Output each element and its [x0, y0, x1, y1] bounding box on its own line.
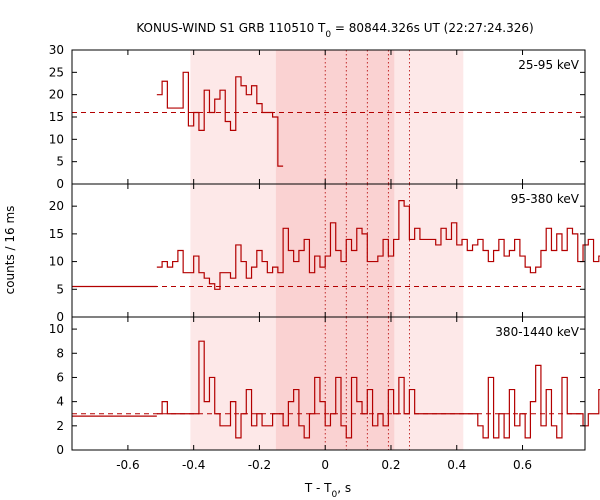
- energy-band-label-panel-2: 95-380 keV: [511, 192, 580, 206]
- x-tick-label: -0.4: [182, 458, 205, 472]
- x-tick-label: 0.2: [381, 458, 400, 472]
- x-tick-label: 0: [321, 458, 329, 472]
- shaded-region-dark-panel-3: [275, 317, 395, 450]
- y-tick-label: 15: [49, 227, 64, 241]
- y-tick-label: 15: [49, 110, 64, 124]
- y-tick-label: 5: [56, 282, 64, 296]
- y-tick-label: 4: [56, 395, 64, 409]
- y-tick-label: 6: [56, 370, 64, 384]
- x-tick-label: -0.2: [248, 458, 271, 472]
- y-tick-label: 8: [56, 346, 64, 360]
- chart-title: KONUS-WIND S1 GRB 110510 T0 = 80844.326s…: [136, 21, 533, 40]
- y-tick-label: 20: [49, 199, 64, 213]
- y-axis-label: counts / 16 ms: [3, 206, 17, 295]
- panel-frame-3: [71, 316, 586, 451]
- y-tick-label: 0: [56, 443, 64, 457]
- count-rate-series-panel-1: [156, 71, 284, 167]
- y-tick-label: 10: [49, 322, 64, 336]
- y-tick-label: 0: [56, 177, 64, 191]
- count-rate-series-panel-2: [156, 200, 600, 290]
- x-tick-label: 0.6: [513, 458, 532, 472]
- y-tick-label: 5: [56, 155, 64, 169]
- y-tick-label: 0: [56, 310, 64, 324]
- energy-band-label-panel-1: 25-95 keV: [518, 58, 580, 72]
- shaded-region-dark-panel-1: [275, 50, 395, 184]
- x-tick-label: 0.4: [447, 458, 466, 472]
- y-tick-label: 25: [49, 65, 64, 79]
- y-tick-label: 10: [49, 132, 64, 146]
- y-tick-label: 10: [49, 255, 64, 269]
- y-tick-label: 2: [56, 419, 64, 433]
- x-tick-label: -0.6: [116, 458, 139, 472]
- y-tick-label: 30: [49, 43, 64, 57]
- x-axis-label: T - T0, s: [304, 481, 351, 500]
- y-tick-label: 20: [49, 88, 64, 102]
- energy-band-label-panel-3: 380-1440 keV: [495, 325, 579, 339]
- shaded-region-dark-panel-2: [275, 184, 395, 317]
- count-rate-series-panel-3: [156, 340, 600, 439]
